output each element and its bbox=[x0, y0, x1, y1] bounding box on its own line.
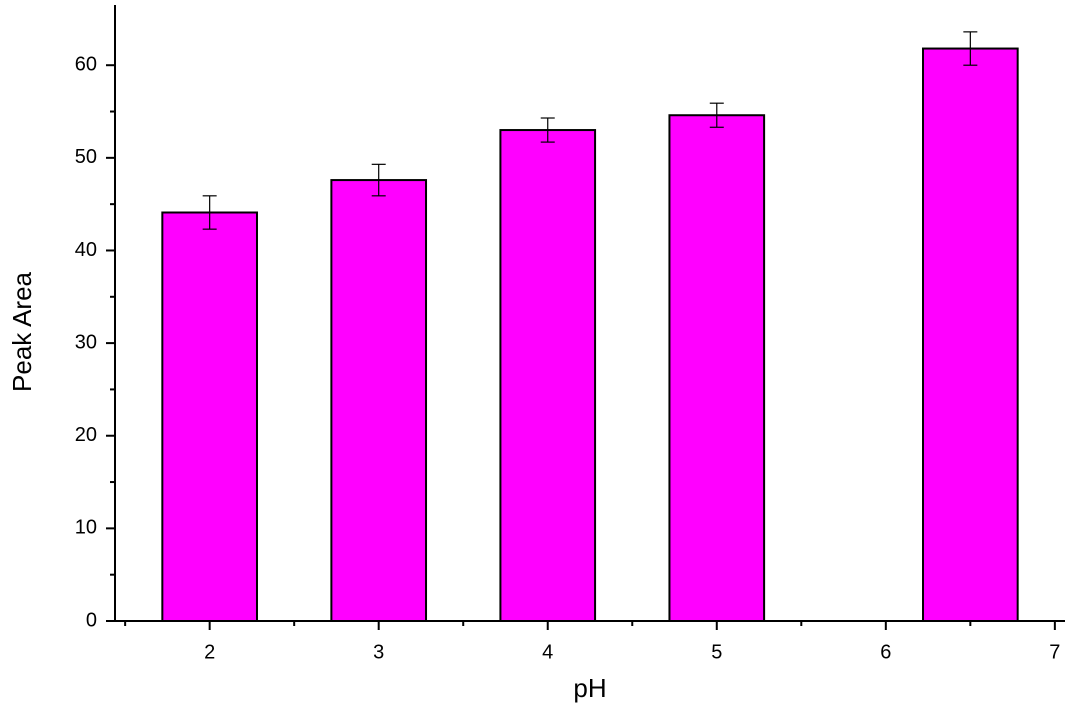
y-tick-label: 20 bbox=[75, 424, 97, 446]
x-tick-label: 7 bbox=[1049, 641, 1060, 663]
y-tick-label: 40 bbox=[75, 239, 97, 261]
x-axis-title: pH bbox=[573, 673, 606, 703]
y-tick-label: 0 bbox=[86, 609, 97, 631]
x-tick-label: 5 bbox=[711, 641, 722, 663]
y-axis-title: Peak Area bbox=[7, 271, 37, 392]
y-tick-label: 10 bbox=[75, 517, 97, 539]
x-tick-label: 2 bbox=[204, 641, 215, 663]
bar bbox=[668, 114, 766, 623]
bar bbox=[922, 47, 1019, 622]
y-tick-label: 50 bbox=[75, 146, 97, 168]
y-tick-label: 60 bbox=[75, 53, 97, 75]
x-tick-label: 6 bbox=[880, 641, 891, 663]
x-tick-label: 4 bbox=[542, 641, 553, 663]
y-tick-label: 30 bbox=[75, 331, 97, 353]
bar bbox=[499, 129, 597, 622]
x-tick-label: 3 bbox=[373, 641, 384, 663]
bar bbox=[330, 179, 428, 623]
bar bbox=[161, 211, 258, 622]
